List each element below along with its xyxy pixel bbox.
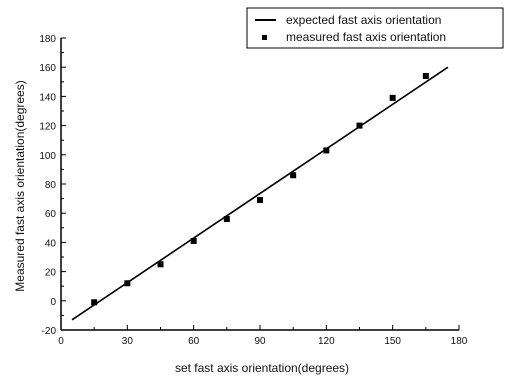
y-axis-title: Measured fast axis orientation(degrees) — [13, 80, 27, 291]
measured-point — [290, 172, 297, 179]
x-tick-label: 120 — [318, 336, 335, 347]
legend-label-measured: measured fast axis orientation — [286, 30, 446, 44]
measured-point — [190, 237, 197, 244]
x-tick-label: 180 — [451, 336, 468, 347]
measured-point — [389, 94, 396, 101]
y-tick-label: 140 — [39, 92, 56, 103]
expected-line — [71, 66, 449, 321]
measured-point — [323, 147, 330, 154]
y-tick-label: 160 — [39, 63, 56, 74]
x-tick-label: 60 — [188, 336, 200, 347]
y-tick-label: 120 — [39, 122, 56, 133]
measured-point — [257, 197, 263, 204]
measured-point — [157, 261, 164, 268]
x-tick-label: 30 — [122, 336, 134, 347]
y-tick-label: 80 — [45, 180, 57, 191]
measured-point — [356, 122, 363, 129]
measured-point — [223, 216, 230, 223]
y-tick-label: -20 — [42, 326, 57, 337]
x-tick-label: 0 — [58, 336, 64, 347]
x-tick-label: 150 — [384, 336, 401, 347]
y-tick-label: 20 — [45, 268, 57, 279]
y-tick-label: 100 — [39, 151, 56, 162]
measured-point — [91, 299, 98, 306]
measured-point — [124, 280, 131, 287]
legend-marker-swatch — [262, 35, 267, 40]
plot-area — [71, 66, 449, 321]
ticks: 0 30 60 90 120 150 180-20020406080100120140160… — [39, 34, 467, 347]
y-tick-label: 60 — [45, 209, 57, 220]
legend: expected fast axis orientation measured … — [246, 7, 504, 49]
x-axis-title: set fast axis orientation(degrees) — [175, 361, 349, 375]
y-tick-label: 0 — [50, 297, 56, 308]
y-tick-label: 40 — [45, 238, 57, 249]
legend-label-expected: expected fast axis orientation — [286, 13, 441, 27]
legend-box — [246, 7, 504, 49]
x-tick-label: 90 — [254, 336, 266, 347]
y-tick-label: 180 — [39, 34, 56, 45]
measured-point — [422, 72, 429, 79]
